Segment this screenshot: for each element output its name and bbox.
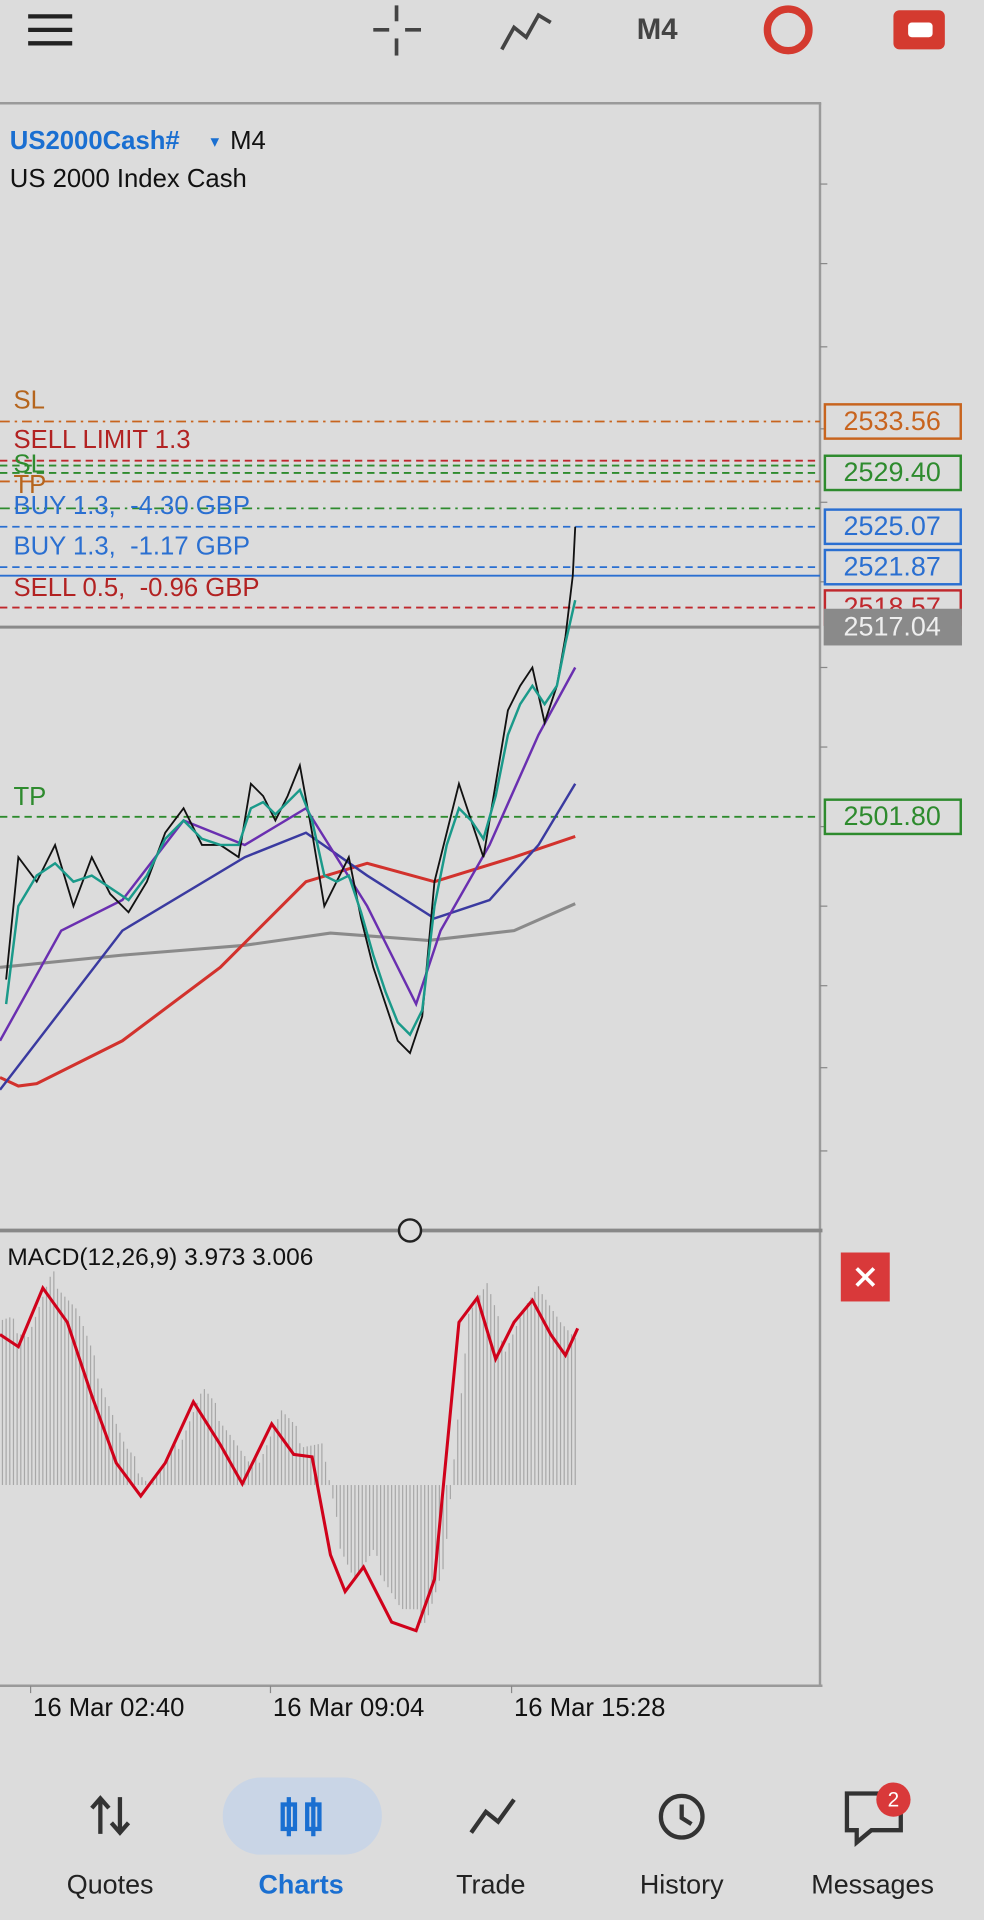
price-label: 2517.04 xyxy=(844,611,941,641)
indicator-label: MACD(12,26,9) 3.973 3.006 xyxy=(7,1244,313,1271)
order-label: BUY 1.3, -1.17 GBP xyxy=(13,532,250,560)
price-labels: 2533.562529.402525.072521.872518.572517.… xyxy=(823,403,962,836)
price-box xyxy=(823,608,962,646)
indicators-button[interactable] xyxy=(500,12,552,51)
order-label: SELL 0.5, -0.96 GBP xyxy=(13,574,259,602)
price-label: 2521.87 xyxy=(844,551,941,581)
price-box xyxy=(823,454,962,492)
order-label: TP xyxy=(13,471,46,499)
order-label: BUY 1.3, -4.30 GBP xyxy=(13,492,250,520)
timeframe-button[interactable]: M4 xyxy=(637,13,678,46)
order-label: TP xyxy=(13,783,46,811)
symbol-dropdown[interactable]: ▾ xyxy=(211,131,220,151)
toolbar: M4 xyxy=(28,5,945,56)
macd-signal xyxy=(0,1284,580,1633)
price-box xyxy=(823,403,962,440)
order-label: SL xyxy=(13,450,44,478)
order-label: SELL LIMIT 1.3 xyxy=(13,426,190,454)
crosshair-button[interactable] xyxy=(373,5,422,56)
time-axis: 16 Mar 02:40 16 Mar 09:04 16 Mar 15:28 xyxy=(29,1685,665,1722)
symbol[interactable]: US2000Cash# xyxy=(10,127,180,155)
active-tab-indicator xyxy=(222,1777,382,1855)
menu-button[interactable] xyxy=(28,14,73,46)
price-box xyxy=(823,798,962,836)
bottom-nav: Quotes Charts Trade History Messages xyxy=(67,1870,934,1900)
price-label: 2529.40 xyxy=(844,457,941,487)
nav-tab[interactable]: Messages xyxy=(811,1870,934,1900)
resize-handle[interactable] xyxy=(397,1218,423,1243)
messages-badge-count: 2 xyxy=(888,1788,900,1811)
nav-tab[interactable]: Quotes xyxy=(67,1870,154,1900)
price-label: 2525.07 xyxy=(844,511,941,541)
price-label: 2533.56 xyxy=(844,406,941,436)
close-icon xyxy=(855,1267,876,1287)
chart-timeframe: M4 xyxy=(230,127,266,155)
time-label: 16 Mar 15:28 xyxy=(514,1694,665,1722)
symbol-description: US 2000 Index Cash xyxy=(10,165,247,193)
nav-tab[interactable]: Trade xyxy=(456,1870,525,1900)
messages-badge xyxy=(876,1782,911,1817)
price-label: 2501.80 xyxy=(844,801,941,831)
time-label: 16 Mar 02:40 xyxy=(33,1694,184,1722)
signal-icon xyxy=(908,22,933,38)
trade-button[interactable] xyxy=(763,5,813,55)
price-box xyxy=(823,548,962,586)
level-lines xyxy=(0,420,820,818)
nav-tab[interactable]: History xyxy=(640,1870,724,1900)
order-label: SL xyxy=(13,387,44,415)
price-box xyxy=(823,508,962,546)
macd-histogram xyxy=(1,1271,576,1623)
time-label: 16 Mar 09:04 xyxy=(273,1694,424,1722)
price-series xyxy=(0,526,577,1091)
nav-tab[interactable]: Charts xyxy=(258,1870,343,1900)
